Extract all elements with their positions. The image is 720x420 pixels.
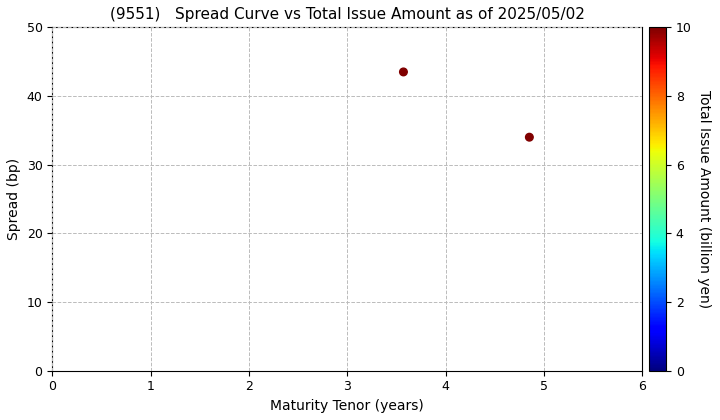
- Point: [523, 134, 535, 141]
- Y-axis label: Total Issue Amount (billion yen): Total Issue Amount (billion yen): [697, 90, 711, 308]
- Y-axis label: Spread (bp): Spread (bp): [7, 158, 21, 240]
- Point: [397, 68, 409, 75]
- X-axis label: Maturity Tenor (years): Maturity Tenor (years): [271, 399, 424, 413]
- Title: (9551)   Spread Curve vs Total Issue Amount as of 2025/05/02: (9551) Spread Curve vs Total Issue Amoun…: [110, 7, 585, 22]
